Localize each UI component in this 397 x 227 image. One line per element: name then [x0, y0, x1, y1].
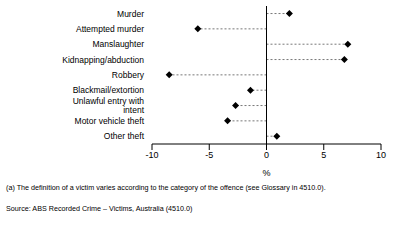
svg-text:Manslaughter: Manslaughter — [92, 39, 144, 49]
svg-text:Attempted murder: Attempted murder — [76, 24, 144, 34]
svg-text:Robbery: Robbery — [112, 70, 145, 80]
svg-text:Motor vehicle theft: Motor vehicle theft — [75, 116, 145, 126]
svg-text:Unlawful entry withintent: Unlawful entry withintent — [73, 96, 145, 115]
html-text:(a) The definition of a victim: (a) The definition of a victim varies ac… — [6, 183, 326, 192]
svg-text:Blackmail/extortion: Blackmail/extortion — [73, 85, 145, 95]
svg-text:10: 10 — [376, 150, 386, 160]
svg-text:-10: -10 — [145, 150, 158, 160]
svg-text:5: 5 — [321, 150, 326, 160]
svg-text:Other theft: Other theft — [104, 131, 145, 141]
svg-text:%: % — [262, 168, 270, 178]
svg-text:Murder: Murder — [117, 9, 144, 19]
svg-text:0: 0 — [264, 150, 269, 160]
svg-text:Kidnapping/abduction: Kidnapping/abduction — [62, 55, 144, 65]
svg-text:-5: -5 — [205, 150, 213, 160]
html-text:Source: ABS Recorded Crime – V: Source: ABS Recorded Crime – Victims, Au… — [6, 204, 193, 213]
